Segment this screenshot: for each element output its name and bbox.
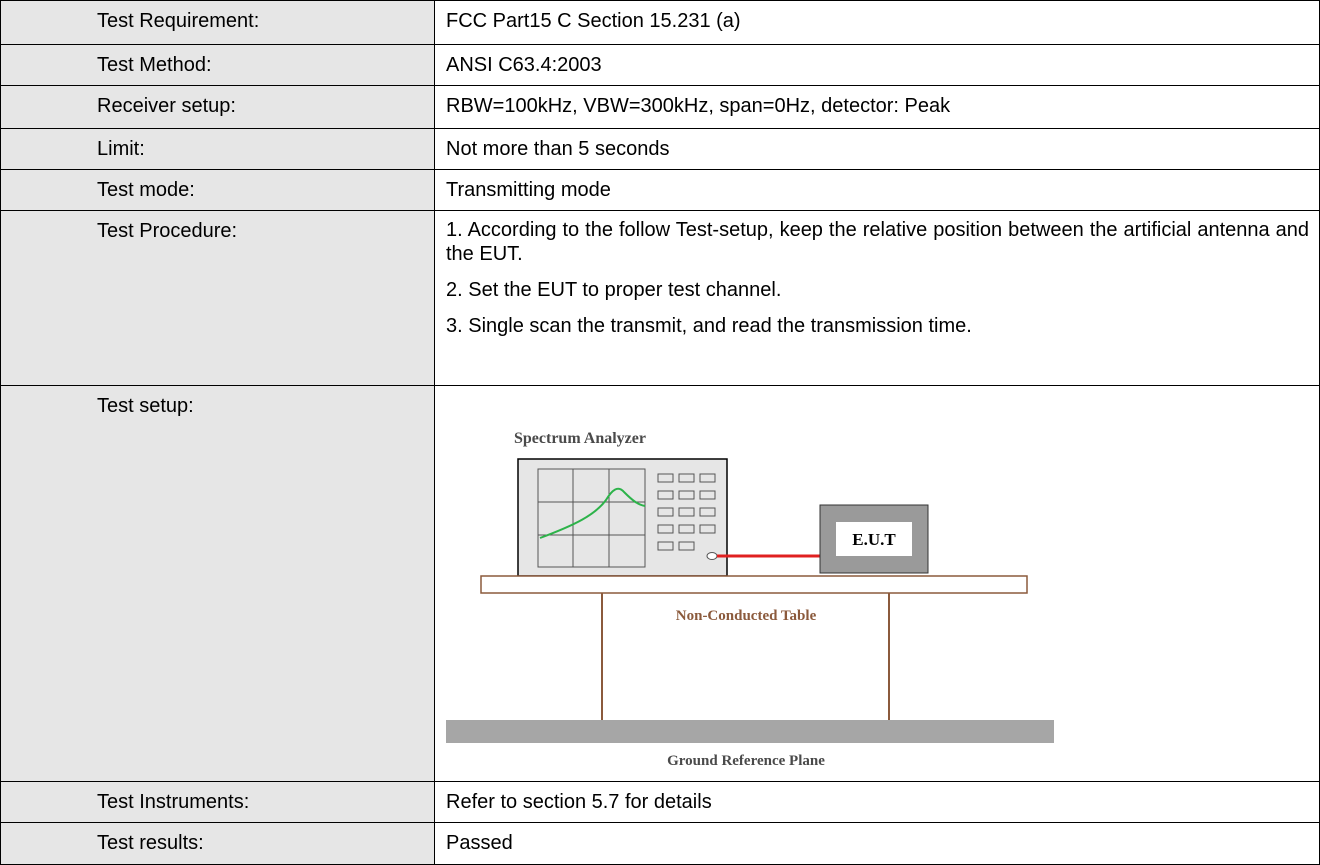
row-label: Test mode: <box>0 169 435 211</box>
row-label: Test Method: <box>0 44 435 86</box>
row-value: ANSI C63.4:2003 <box>434 44 1320 86</box>
row-label: Limit: <box>0 128 435 170</box>
row-label: Test Requirement: <box>0 0 435 45</box>
row-label: Test results: <box>0 822 435 865</box>
row-label: Test Procedure: <box>0 210 435 386</box>
row-value: Refer to section 5.7 for details <box>434 781 1320 823</box>
row-value: Not more than 5 seconds <box>434 128 1320 170</box>
row-value <box>434 385 1320 782</box>
row-value: RBW=100kHz, VBW=300kHz, span=0Hz, detect… <box>434 85 1320 129</box>
row-label: Test Instruments: <box>0 781 435 823</box>
row-value: FCC Part15 C Section 15.231 (a) <box>434 0 1320 45</box>
row-value: Passed <box>434 822 1320 865</box>
procedure-step: 1. According to the follow Test-setup, k… <box>446 219 1309 265</box>
procedure-step: 2. Set the EUT to proper test channel. <box>446 279 782 301</box>
row-label: Receiver setup: <box>0 85 435 129</box>
procedure-step: 3. Single scan the transmit, and read th… <box>446 315 972 337</box>
row-value: 1. According to the follow Test-setup, k… <box>434 210 1320 386</box>
row-label: Test setup: <box>0 385 435 782</box>
row-value: Transmitting mode <box>434 169 1320 211</box>
